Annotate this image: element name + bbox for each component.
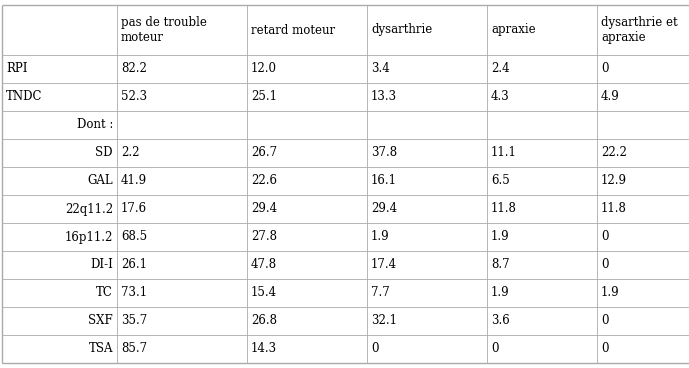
Text: 0: 0 (601, 63, 608, 75)
Text: GAL: GAL (88, 174, 113, 188)
Text: 0: 0 (371, 343, 378, 355)
Text: dysarthrie: dysarthrie (371, 24, 432, 36)
Text: 26.7: 26.7 (251, 146, 277, 159)
Text: 11.8: 11.8 (601, 202, 627, 216)
Text: 25.1: 25.1 (251, 91, 277, 103)
Text: DI-I: DI-I (90, 258, 113, 272)
Text: SXF: SXF (88, 315, 113, 328)
Text: 29.4: 29.4 (251, 202, 277, 216)
Text: 27.8: 27.8 (251, 230, 277, 244)
Text: 0: 0 (601, 315, 608, 328)
Text: 22q11.2: 22q11.2 (65, 202, 113, 216)
Text: 4.3: 4.3 (491, 91, 510, 103)
Text: 7.7: 7.7 (371, 287, 390, 300)
Text: 3.6: 3.6 (491, 315, 510, 328)
Text: 12.0: 12.0 (251, 63, 277, 75)
Text: 26.8: 26.8 (251, 315, 277, 328)
Text: 22.2: 22.2 (601, 146, 627, 159)
Text: 47.8: 47.8 (251, 258, 277, 272)
Text: 26.1: 26.1 (121, 258, 147, 272)
Text: 12.9: 12.9 (601, 174, 627, 188)
Text: dysarthrie et
apraxie: dysarthrie et apraxie (601, 16, 677, 44)
Text: 16.1: 16.1 (371, 174, 397, 188)
Text: 41.9: 41.9 (121, 174, 147, 188)
Text: retard moteur: retard moteur (251, 24, 335, 36)
Text: SD: SD (96, 146, 113, 159)
Text: 73.1: 73.1 (121, 287, 147, 300)
Text: 32.1: 32.1 (371, 315, 397, 328)
Text: 17.4: 17.4 (371, 258, 397, 272)
Text: 37.8: 37.8 (371, 146, 397, 159)
Text: TNDC: TNDC (6, 91, 43, 103)
Text: 1.9: 1.9 (491, 230, 510, 244)
Text: 2.2: 2.2 (121, 146, 139, 159)
Text: 14.3: 14.3 (251, 343, 277, 355)
Text: RPI: RPI (6, 63, 28, 75)
Text: 85.7: 85.7 (121, 343, 147, 355)
Text: 15.4: 15.4 (251, 287, 277, 300)
Text: TSA: TSA (88, 343, 113, 355)
Text: 0: 0 (601, 343, 608, 355)
Text: 16p11.2: 16p11.2 (65, 230, 113, 244)
Text: 2.4: 2.4 (491, 63, 510, 75)
Text: 13.3: 13.3 (371, 91, 397, 103)
Text: 11.1: 11.1 (491, 146, 517, 159)
Text: 3.4: 3.4 (371, 63, 390, 75)
Text: 0: 0 (601, 230, 608, 244)
Text: 0: 0 (601, 258, 608, 272)
Text: 0: 0 (491, 343, 499, 355)
Text: 17.6: 17.6 (121, 202, 147, 216)
Text: pas de trouble
moteur: pas de trouble moteur (121, 16, 207, 44)
Text: 1.9: 1.9 (371, 230, 389, 244)
Text: 1.9: 1.9 (491, 287, 510, 300)
Text: Dont :: Dont : (76, 118, 113, 131)
Text: 8.7: 8.7 (491, 258, 510, 272)
Text: 29.4: 29.4 (371, 202, 397, 216)
Text: 4.9: 4.9 (601, 91, 619, 103)
Text: 52.3: 52.3 (121, 91, 147, 103)
Text: 82.2: 82.2 (121, 63, 147, 75)
Text: 6.5: 6.5 (491, 174, 510, 188)
Text: TC: TC (96, 287, 113, 300)
Text: apraxie: apraxie (491, 24, 535, 36)
Text: 68.5: 68.5 (121, 230, 147, 244)
Text: 35.7: 35.7 (121, 315, 147, 328)
Text: 11.8: 11.8 (491, 202, 517, 216)
Text: 22.6: 22.6 (251, 174, 277, 188)
Text: 1.9: 1.9 (601, 287, 619, 300)
